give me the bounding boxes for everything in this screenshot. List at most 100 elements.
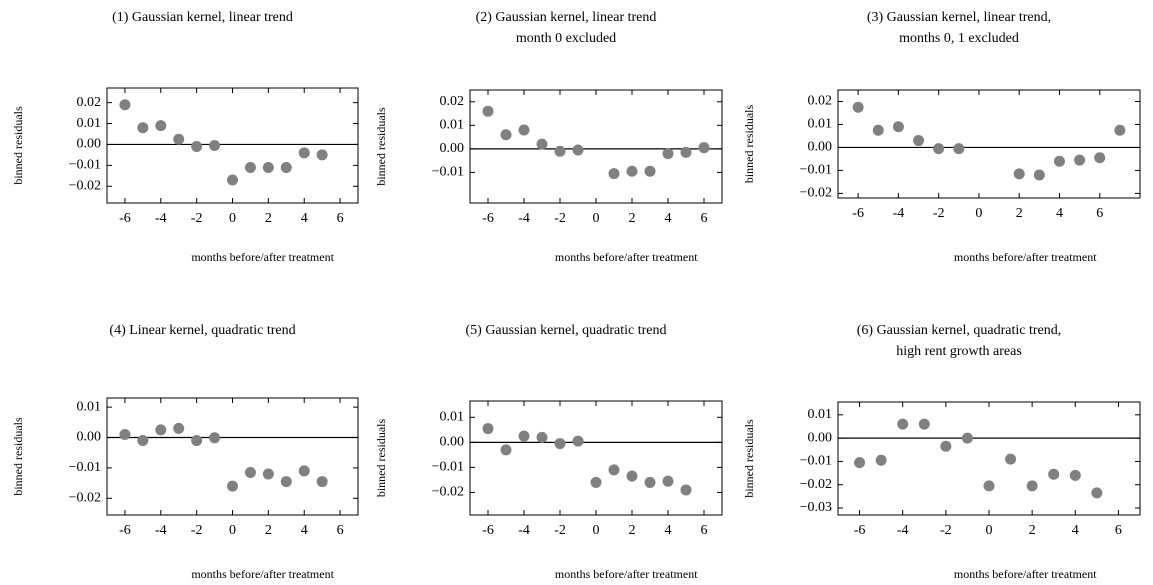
point bbox=[680, 146, 692, 158]
panel-title: (4) Linear kernel, quadratic trend bbox=[109, 323, 295, 338]
point bbox=[1094, 152, 1106, 164]
y-tick-label: −0.01 bbox=[69, 460, 101, 475]
point bbox=[608, 464, 620, 476]
x-tick-label: 0 bbox=[975, 206, 982, 221]
y-tick-label: 0.00 bbox=[77, 430, 102, 445]
y-tick-label: 0.01 bbox=[77, 116, 102, 131]
x-tick-label: -2 bbox=[554, 211, 566, 226]
x-tick-label: -2 bbox=[191, 211, 203, 226]
point bbox=[137, 435, 149, 447]
x-tick-label: 4 bbox=[665, 211, 672, 226]
x-tick-label: 2 bbox=[629, 523, 636, 538]
x-tick-label: -4 bbox=[893, 206, 905, 221]
x-axis-label: months before/after treatment bbox=[191, 567, 334, 581]
x-tick-label: -4 bbox=[518, 211, 530, 226]
x-tick-label: 2 bbox=[265, 523, 272, 538]
point bbox=[852, 101, 864, 113]
x-tick-label: -2 bbox=[933, 206, 945, 221]
point bbox=[209, 432, 221, 444]
y-axis-label: binned residuals bbox=[374, 107, 388, 186]
y-tick-label: −0.02 bbox=[69, 178, 101, 193]
point bbox=[316, 149, 328, 161]
point bbox=[1026, 480, 1038, 492]
point bbox=[1069, 469, 1081, 481]
point bbox=[191, 435, 203, 447]
plot-frame bbox=[837, 89, 1141, 199]
x-tick-label: 4 bbox=[301, 523, 308, 538]
y-tick-label: −0.01 bbox=[800, 454, 832, 469]
point bbox=[572, 435, 584, 447]
panel-title: high rent growth areas bbox=[896, 344, 1022, 359]
x-tick-label: 6 bbox=[701, 523, 708, 538]
point bbox=[554, 145, 566, 157]
x-tick-label: -4 bbox=[155, 523, 167, 538]
x-tick-label: -2 bbox=[940, 523, 952, 538]
point bbox=[913, 135, 925, 147]
point bbox=[244, 161, 256, 173]
point bbox=[280, 476, 292, 488]
point bbox=[280, 161, 292, 173]
x-tick-label: 0 bbox=[229, 211, 236, 226]
y-tick-label: 0.02 bbox=[77, 95, 102, 110]
point bbox=[940, 440, 952, 452]
y-axis-label: binned residuals bbox=[11, 417, 25, 496]
point bbox=[983, 480, 995, 492]
point bbox=[536, 138, 548, 150]
y-tick-label: 0.00 bbox=[77, 137, 102, 152]
point bbox=[644, 165, 656, 177]
x-tick-label: -6 bbox=[482, 211, 494, 226]
point bbox=[536, 431, 548, 443]
point bbox=[191, 141, 203, 153]
panel-title: (6) Gaussian kernel, quadratic trend, bbox=[857, 323, 1061, 338]
y-tick-label: −0.02 bbox=[800, 186, 832, 201]
y-tick-label: −0.01 bbox=[69, 158, 101, 173]
y-tick-label: −0.02 bbox=[800, 477, 832, 492]
point bbox=[482, 423, 494, 435]
point bbox=[892, 121, 904, 133]
point bbox=[875, 454, 887, 466]
y-tick-label: −0.01 bbox=[432, 460, 464, 475]
plot-frame bbox=[469, 89, 723, 204]
x-tick-label: 4 bbox=[665, 523, 672, 538]
x-tick-label: -6 bbox=[482, 523, 494, 538]
point bbox=[173, 422, 185, 434]
x-tick-label: -4 bbox=[518, 523, 530, 538]
point bbox=[572, 144, 584, 156]
x-tick-label: -6 bbox=[854, 523, 866, 538]
plot-frame bbox=[106, 87, 359, 204]
x-tick-label: 4 bbox=[301, 211, 308, 226]
point bbox=[1053, 155, 1065, 167]
point bbox=[590, 476, 602, 488]
point bbox=[961, 432, 973, 444]
point bbox=[316, 476, 328, 488]
point bbox=[518, 124, 530, 136]
point bbox=[1033, 169, 1045, 181]
point bbox=[680, 484, 692, 496]
x-tick-label: -6 bbox=[852, 206, 864, 221]
point bbox=[644, 476, 656, 488]
y-tick-label: −0.03 bbox=[800, 500, 832, 515]
y-tick-label: −0.02 bbox=[432, 485, 464, 500]
x-axis-label: months before/after treatment bbox=[555, 567, 698, 581]
y-axis-label: binned residuals bbox=[374, 419, 388, 498]
x-tick-label: 4 bbox=[1072, 523, 1079, 538]
y-tick-label: 0.00 bbox=[808, 140, 833, 155]
point bbox=[662, 148, 674, 160]
x-tick-label: 2 bbox=[265, 211, 272, 226]
x-axis-label: months before/after treatment bbox=[555, 250, 698, 264]
point bbox=[262, 468, 274, 480]
y-axis-label: binned residuals bbox=[742, 105, 756, 184]
panel-title: months 0, 1 excluded bbox=[899, 31, 1019, 46]
y-tick-label: −0.01 bbox=[432, 165, 464, 180]
x-tick-label: 0 bbox=[593, 211, 600, 226]
x-tick-label: 2 bbox=[1016, 206, 1023, 221]
point bbox=[119, 428, 131, 440]
y-tick-label: 0.02 bbox=[440, 94, 465, 109]
y-tick-label: 0.01 bbox=[808, 407, 833, 422]
y-tick-label: 0.00 bbox=[440, 141, 465, 156]
x-tick-label: 0 bbox=[593, 523, 600, 538]
plot-frame bbox=[106, 397, 359, 516]
panel-title: month 0 excluded bbox=[516, 31, 616, 46]
point bbox=[137, 122, 149, 134]
